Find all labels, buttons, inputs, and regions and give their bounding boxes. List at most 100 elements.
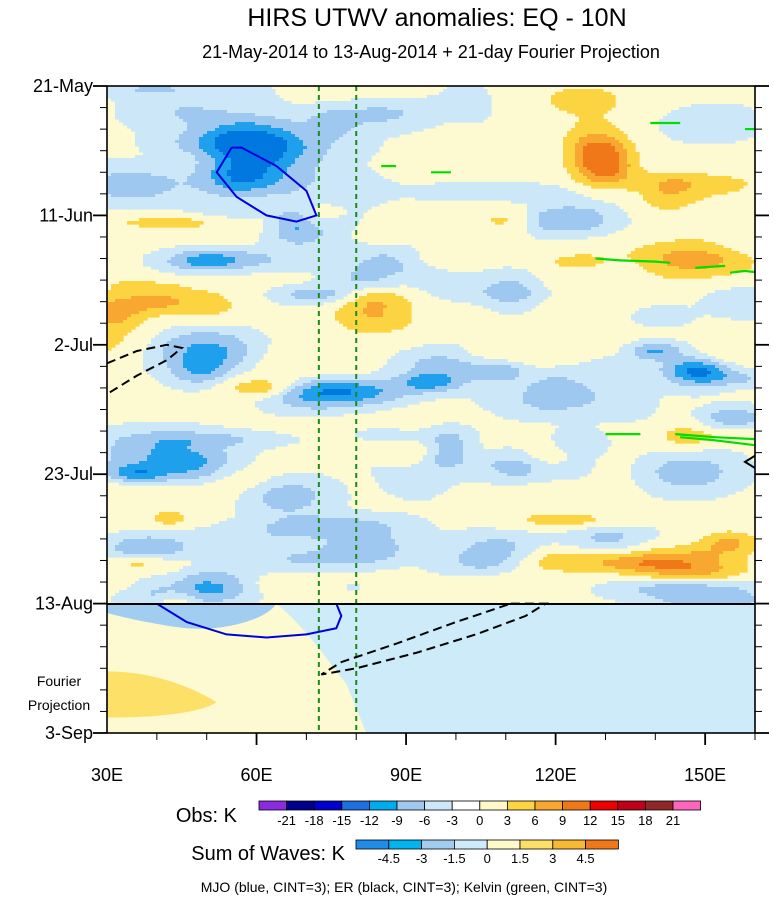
anomaly-cell [483,113,488,117]
anomaly-cell [323,152,328,156]
anomaly-cell [291,143,296,147]
anomaly-cell [619,158,624,162]
anomaly-cell [219,158,224,162]
anomaly-cell [463,116,468,120]
anomaly-cell [607,140,612,144]
anomaly-cell [667,113,672,117]
anomaly-cell [115,197,120,201]
anomaly-cell [307,107,312,111]
anomaly-cell [599,200,604,204]
anomaly-cell [179,221,184,225]
anomaly-cell [295,233,300,237]
anomaly-cell [335,233,340,237]
anomaly-cell [615,182,620,186]
anomaly-cell [203,107,208,111]
anomaly-cell [431,107,436,111]
anomaly-cell [663,182,668,186]
anomaly-cell [235,101,240,105]
anomaly-cell [615,212,620,216]
anomaly-cell [515,182,520,186]
anomaly-cell [167,206,172,210]
anomaly-cell [535,230,540,234]
anomaly-cell [143,161,148,165]
anomaly-cell [143,122,148,126]
anomaly-cell [575,167,580,171]
anomaly-cell [619,167,624,171]
anomaly-cell [479,194,484,198]
anomaly-cell [291,239,296,243]
anomaly-cell [295,167,300,171]
anomaly-cell [339,248,344,252]
anomaly-cell [363,164,368,168]
anomaly-cell [683,185,688,189]
anomaly-cell [671,125,676,129]
anomaly-cell [327,110,332,114]
anomaly-cell [203,125,208,129]
anomaly-cell [335,113,340,117]
anomaly-cell [543,188,548,192]
anomaly-cell [647,245,652,249]
anomaly-cell [163,92,168,96]
anomaly-cell [179,251,184,255]
anomaly-cell [127,107,132,111]
anomaly-cell [447,95,452,99]
anomaly-cell [183,146,188,150]
anomaly-cell [123,194,128,198]
anomaly-cell [191,182,196,186]
anomaly-cell [439,110,444,114]
anomaly-cell [715,191,720,195]
anomaly-cell [207,164,212,168]
anomaly-cell [379,194,384,198]
anomaly-cell [667,200,672,204]
anomaly-cell [551,200,556,204]
anomaly-cell [303,161,308,165]
anomaly-cell [227,128,232,132]
anomaly-cell [215,185,220,189]
anomaly-cell [155,167,160,171]
anomaly-cell [611,137,616,141]
anomaly-cell [163,203,168,207]
anomaly-cell [479,107,484,111]
anomaly-cell [295,104,300,108]
anomaly-cell [679,182,684,186]
anomaly-cell [299,248,304,252]
anomaly-cell [111,197,116,201]
anomaly-cell [135,167,140,171]
anomaly-cell [367,149,372,153]
anomaly-cell [603,182,608,186]
anomaly-cell [711,137,716,141]
anomaly-cell [195,161,200,165]
anomaly-cell [311,248,316,252]
anomaly-cell [607,131,612,135]
anomaly-cell [191,119,196,123]
anomaly-cell [283,128,288,132]
anomaly-cell [299,125,304,129]
anomaly-cell [251,248,256,252]
anomaly-cell [267,167,272,171]
anomaly-cell [431,113,436,117]
anomaly-cell [183,179,188,183]
anomaly-cell [563,227,568,231]
anomaly-cell [543,215,548,219]
anomaly-cell [575,218,580,222]
anomaly-cell [555,194,560,198]
anomaly-cell [179,143,184,147]
anomaly-cell [435,113,440,117]
anomaly-cell [267,185,272,189]
anomaly-cell [339,143,344,147]
anomaly-cell [327,152,332,156]
anomaly-cell [223,161,228,165]
anomaly-cell [359,119,364,123]
anomaly-cell [691,104,696,108]
anomaly-cell [595,173,600,177]
anomaly-cell [175,155,180,159]
anomaly-cell [539,197,544,201]
anomaly-cell [263,224,268,228]
anomaly-cell [563,236,568,240]
anomaly-cell [351,242,356,246]
anomaly-cell [291,137,296,141]
anomaly-cell [283,212,288,216]
anomaly-cell [271,152,276,156]
anomaly-cell [187,116,192,120]
anomaly-cell [567,95,572,99]
